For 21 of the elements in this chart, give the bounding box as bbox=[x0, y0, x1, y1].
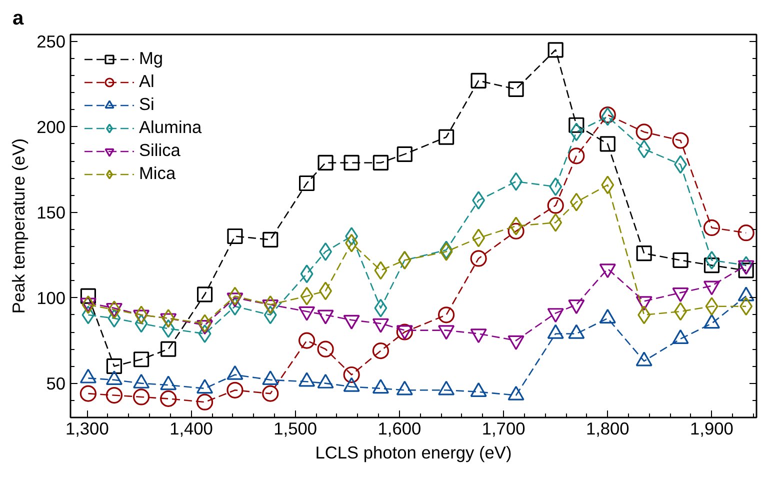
y-tick-label: 250 bbox=[36, 31, 66, 52]
y-tick-label: 100 bbox=[36, 288, 66, 308]
x-tick-label: 1,400 bbox=[170, 418, 213, 438]
x-tick-label: 1,900 bbox=[690, 418, 734, 438]
y-axis-title: Peak temperature (eV) bbox=[8, 138, 29, 314]
y-tick-label: 200 bbox=[36, 116, 66, 137]
legend-label: Si bbox=[139, 94, 156, 115]
y-tick-label: 150 bbox=[36, 202, 66, 222]
legend-label: Alumina bbox=[139, 117, 202, 138]
x-tick-label: 1,300 bbox=[65, 418, 109, 438]
x-axis-title: LCLS photon energy (eV) bbox=[315, 442, 512, 462]
x-tick-label: 1,700 bbox=[482, 418, 526, 438]
x-tick-label: 1,500 bbox=[274, 418, 318, 438]
x-tick-label: 1,800 bbox=[586, 418, 630, 438]
legend-label: Al bbox=[139, 71, 156, 92]
legend-label: Silica bbox=[139, 140, 180, 161]
y-tick-label: 50 bbox=[46, 373, 66, 394]
legend-label: Mica bbox=[139, 163, 176, 184]
text: a bbox=[12, 8, 24, 30]
legend-label: Mg bbox=[139, 48, 164, 69]
x-tick-label: 1,600 bbox=[378, 418, 422, 438]
